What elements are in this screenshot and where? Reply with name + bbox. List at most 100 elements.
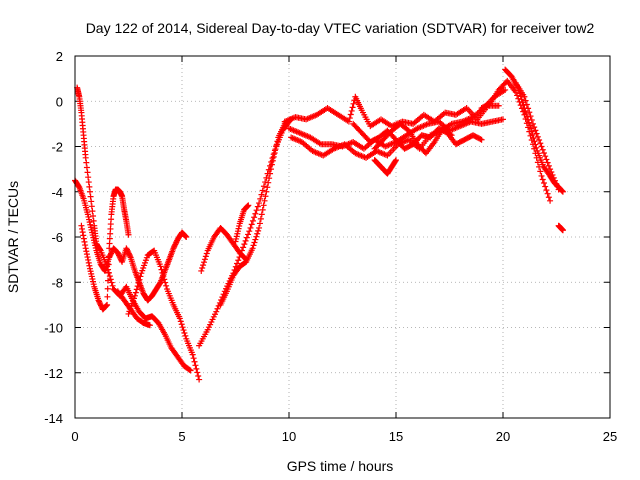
data-point: [547, 166, 554, 173]
data-point: [547, 197, 554, 204]
data-point: [544, 190, 551, 197]
data-point: [244, 203, 251, 210]
data-point: [203, 250, 210, 257]
data-point: [105, 277, 112, 284]
data-point: [538, 143, 545, 150]
data-point: [559, 188, 566, 195]
data-point: [247, 224, 254, 231]
data-point: [132, 289, 139, 296]
data-point: [550, 174, 557, 181]
data-point: [78, 222, 85, 229]
data-point: [345, 118, 352, 125]
data-point: [393, 157, 399, 164]
data-point: [186, 366, 193, 373]
data-point: [251, 239, 258, 246]
data-point: [558, 187, 565, 194]
data-point: [529, 120, 536, 127]
data-point: [269, 157, 276, 164]
data-point: [542, 153, 549, 160]
data-point: [80, 232, 87, 239]
data-point: [495, 102, 502, 109]
data-point: [525, 105, 532, 112]
data-point: [347, 111, 354, 118]
data-point: [79, 229, 86, 236]
data-point: [105, 269, 112, 276]
data-point: [87, 193, 94, 200]
data-point: [262, 193, 269, 200]
data-point: [183, 234, 190, 240]
data-point: [551, 177, 558, 184]
data-point: [478, 136, 485, 143]
data-point: [201, 259, 208, 266]
data-point: [257, 195, 264, 202]
data-point: [134, 283, 141, 290]
data-point: [162, 279, 169, 286]
data-point: [214, 305, 221, 312]
data-point: [161, 276, 168, 283]
data-point: [259, 206, 266, 213]
data-point: [182, 332, 189, 339]
data-point: [392, 158, 399, 165]
data-point: [176, 315, 183, 322]
y-tick-label: 2: [56, 49, 63, 64]
data-point: [527, 125, 534, 132]
data-point: [133, 286, 140, 293]
data-point: [136, 276, 143, 283]
data-point: [262, 179, 269, 186]
series-arc-7: [198, 224, 250, 274]
data-point: [85, 256, 92, 263]
data-point: [500, 116, 506, 123]
data-point: [82, 242, 89, 249]
data-point: [527, 113, 534, 120]
data-point: [234, 260, 241, 267]
data-point: [107, 276, 114, 283]
data-point: [177, 318, 184, 325]
x-tick-label: 20: [496, 429, 510, 444]
y-tick-label: -4: [51, 185, 63, 200]
y-axis-label: SDTVAR / TECUs: [5, 181, 21, 293]
data-point: [274, 138, 281, 145]
data-point: [259, 187, 266, 194]
data-point: [545, 162, 552, 169]
data-point: [268, 161, 275, 168]
data-point: [250, 242, 257, 249]
data-point: [103, 302, 110, 309]
data-point: [523, 101, 530, 108]
data-point: [105, 253, 112, 260]
data-point: [79, 225, 86, 232]
data-point: [90, 212, 97, 219]
y-tick-label: -10: [44, 321, 63, 336]
data-point: [182, 233, 189, 240]
data-point: [104, 285, 111, 292]
data-point: [271, 149, 278, 156]
data-point: [201, 256, 208, 263]
data-point: [213, 308, 220, 315]
data-point: [544, 159, 551, 166]
data-point: [90, 217, 97, 224]
data-point: [534, 133, 541, 140]
data-point: [194, 369, 201, 376]
data-point: [523, 120, 530, 127]
data-point: [82, 154, 89, 161]
data-point: [246, 228, 253, 235]
data-points: [72, 66, 566, 383]
data-point: [253, 233, 260, 240]
grid-lines: [75, 56, 610, 418]
data-point: [86, 262, 93, 269]
data-point: [248, 221, 255, 228]
data-point: [105, 261, 112, 268]
data-point: [84, 169, 91, 176]
x-tick-label: 5: [178, 429, 185, 444]
data-point: [517, 102, 524, 109]
data-point: [559, 188, 566, 195]
data-point: [80, 235, 87, 242]
data-point: [158, 266, 165, 273]
data-point: [520, 108, 527, 115]
data-point: [182, 232, 189, 239]
y-tick-label: -14: [44, 411, 63, 426]
data-point: [514, 92, 521, 99]
data-point: [265, 179, 272, 186]
data-point: [83, 248, 90, 255]
data-point: [543, 187, 550, 194]
series-arc-9: [232, 202, 252, 245]
